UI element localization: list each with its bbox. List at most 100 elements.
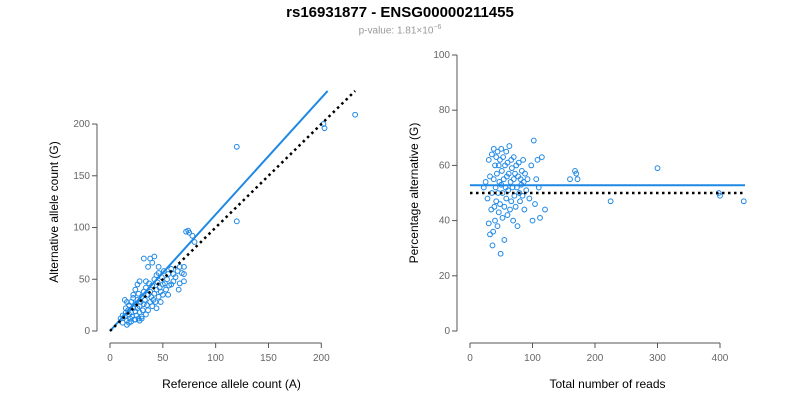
scatter-panel-1: 0 50 100 150 200 0 50 100 150 200 Reference allele…	[47, 90, 359, 391]
x-tick-label: 100	[524, 353, 541, 364]
data-point	[504, 159, 511, 166]
data-point	[529, 217, 536, 224]
data-point	[130, 291, 137, 298]
data-point	[124, 321, 130, 328]
scatter-panel-2: 0 100 200 300 400 0 20 40 60 80 100 Total number of…	[407, 50, 747, 391]
data-point	[524, 176, 531, 183]
data-point	[503, 195, 510, 202]
data-point	[153, 272, 160, 279]
data-point	[151, 253, 158, 260]
data-point	[485, 220, 492, 227]
p-value-text: p-value: 1.81×10	[358, 25, 434, 37]
data-point	[494, 148, 501, 155]
data-point	[165, 291, 172, 298]
data-point	[533, 176, 540, 183]
data-point	[487, 231, 493, 238]
data-point	[512, 170, 518, 177]
y-tick-label: 150	[73, 171, 90, 182]
data-point	[526, 195, 533, 202]
x-axis-title: Reference allele count (A)	[162, 377, 301, 391]
data-point	[499, 214, 506, 221]
data-point	[175, 286, 182, 293]
data-point	[484, 195, 491, 202]
data-point	[504, 212, 511, 218]
y-tick-label: 100	[433, 50, 450, 61]
data-point	[518, 168, 525, 174]
data-point	[542, 206, 548, 213]
fit-line	[109, 90, 329, 332]
y-axis-title: Percentage alternative (G)	[407, 123, 421, 264]
data-point	[233, 143, 240, 150]
data-point	[157, 299, 164, 305]
x-axis-title: Total number of reads	[549, 377, 665, 391]
data-point	[155, 263, 162, 270]
y-tick-label: 50	[79, 274, 91, 285]
data-point	[517, 198, 523, 205]
data-point	[574, 176, 581, 183]
data-point	[607, 198, 614, 205]
y-tick-label: 80	[439, 105, 451, 116]
data-point	[515, 159, 522, 166]
data-point	[507, 179, 514, 185]
data-point	[654, 165, 661, 172]
data-point	[532, 201, 538, 207]
data-point	[485, 156, 492, 163]
y-axis-title: Alternative allele count (G)	[47, 141, 61, 282]
y-tick-label: 100	[73, 223, 90, 234]
data-point	[534, 156, 541, 163]
data-point	[510, 154, 517, 161]
data-point	[514, 223, 521, 230]
data-point	[494, 223, 501, 230]
data-point	[538, 154, 545, 161]
x-tick-label: 100	[207, 353, 224, 364]
data-point	[498, 168, 505, 174]
data-point	[164, 276, 170, 283]
data-point	[717, 192, 723, 199]
data-point	[124, 299, 130, 305]
data-point	[488, 151, 495, 158]
data-point	[170, 271, 177, 277]
x-tick-label: 50	[157, 353, 169, 364]
x-tick-label: 200	[587, 353, 604, 364]
data-point	[497, 156, 503, 163]
data-point	[492, 162, 498, 169]
data-point	[492, 217, 498, 224]
data-point	[519, 192, 526, 199]
data-point	[500, 176, 507, 183]
data-point	[168, 281, 175, 288]
data-point	[507, 206, 513, 213]
data-point	[497, 201, 503, 207]
data-point	[497, 250, 504, 257]
data-point	[352, 111, 359, 118]
data-point	[522, 170, 528, 177]
data-point	[489, 242, 496, 249]
x-tick-label: 400	[712, 353, 729, 364]
data-point	[498, 145, 505, 152]
data-point	[153, 305, 160, 312]
y-tick-label: 60	[439, 160, 451, 171]
data-point	[145, 307, 151, 314]
data-point	[495, 209, 502, 216]
data-point	[512, 203, 519, 210]
data-point	[181, 263, 187, 270]
data-point	[140, 255, 147, 262]
x-tick-label: 200	[313, 353, 330, 364]
data-point	[487, 173, 493, 180]
data-point	[501, 203, 508, 210]
data-point	[506, 143, 513, 149]
data-point	[510, 176, 517, 183]
data-point	[321, 125, 328, 132]
y-tick-label: 0	[84, 326, 90, 337]
data-point	[572, 168, 578, 174]
data-point	[145, 263, 151, 270]
y-tick-label: 0	[444, 326, 450, 337]
data-point	[143, 278, 149, 285]
data-point	[488, 206, 495, 213]
data-point	[186, 229, 193, 236]
x-tick-label: 0	[107, 353, 113, 364]
data-point	[528, 162, 535, 169]
data-point	[493, 170, 500, 177]
data-point	[482, 179, 489, 185]
data-point	[501, 237, 508, 243]
